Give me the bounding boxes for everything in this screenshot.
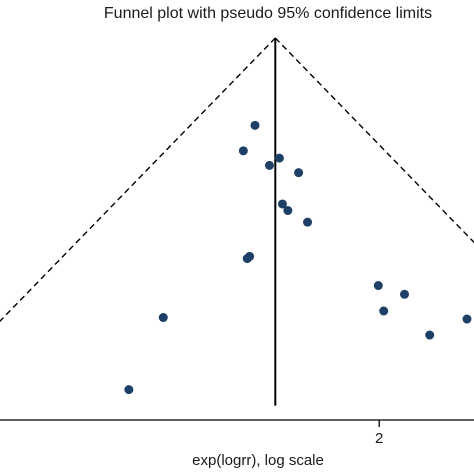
data-point-13 <box>379 306 389 316</box>
chart-title: Funnel plot with pseudo 95% confidence l… <box>104 5 432 22</box>
data-point-11 <box>373 281 383 291</box>
data-point-10 <box>242 254 252 264</box>
data-point-4 <box>264 160 274 170</box>
lower-confidence-limit <box>0 37 276 323</box>
data-points <box>124 120 472 395</box>
data-point-17 <box>124 385 134 395</box>
data-point-14 <box>158 313 168 323</box>
x-tick-label: 2 <box>375 430 383 447</box>
data-point-3 <box>274 153 284 163</box>
data-point-6 <box>277 199 287 209</box>
data-point-8 <box>303 217 313 227</box>
x-axis-label: exp(logrr), log scale <box>192 452 324 469</box>
x-ticks: 2 <box>375 420 383 447</box>
data-point-7 <box>283 206 293 216</box>
data-point-15 <box>462 314 472 324</box>
funnel-lines <box>0 37 474 323</box>
data-point-16 <box>425 330 435 340</box>
data-point-12 <box>400 289 410 299</box>
upper-confidence-limit <box>274 37 474 244</box>
data-point-1 <box>250 120 260 130</box>
data-point-5 <box>294 168 304 178</box>
data-point-2 <box>238 146 248 156</box>
